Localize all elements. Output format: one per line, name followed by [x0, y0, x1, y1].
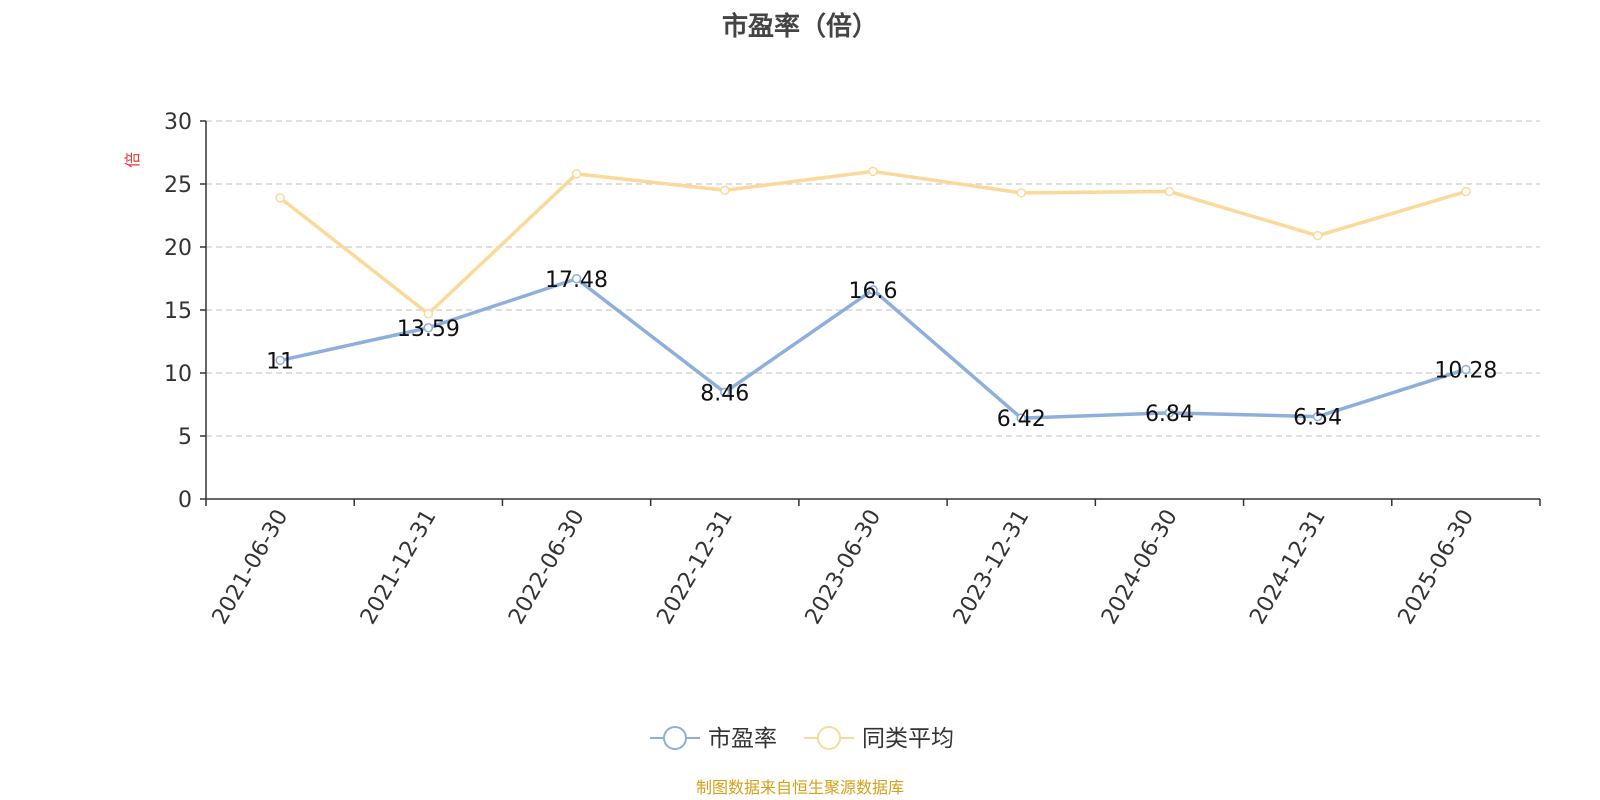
- data-label: 10.28: [1434, 358, 1497, 383]
- y-tick-label: 15: [164, 299, 192, 324]
- x-tick-label: 2023-12-31: [949, 506, 1035, 629]
- legend: 市盈率 同类平均: [650, 726, 954, 752]
- x-tick-label: 2023-06-30: [801, 506, 887, 629]
- data-label: 6.54: [1293, 406, 1342, 431]
- chart-title: 市盈率（倍）: [721, 12, 878, 42]
- data-point: [1164, 408, 1175, 418]
- data-point: [275, 355, 285, 366]
- data-point: [1461, 186, 1471, 197]
- legend-label: 同类平均: [862, 726, 954, 752]
- data-label: 11: [266, 349, 294, 374]
- data-point: [571, 274, 582, 284]
- x-tick-label: 2021-06-30: [208, 506, 294, 629]
- data-point: [423, 323, 434, 333]
- data-point: [868, 166, 878, 177]
- data-label: 6.84: [1145, 402, 1194, 427]
- legend-marker: [817, 726, 841, 750]
- axes: [200, 120, 1541, 506]
- data-point: [571, 169, 582, 179]
- data-point: [275, 193, 285, 203]
- y-axis-label: 倍: [123, 152, 142, 168]
- y-tick-label: 5: [178, 425, 192, 450]
- y-tick-label: 20: [164, 236, 192, 261]
- data-label: 13.59: [397, 317, 460, 342]
- x-tick-label: 2021-12-31: [356, 506, 442, 629]
- data-point: [720, 185, 730, 196]
- x-tick-label: 2024-12-31: [1245, 506, 1331, 629]
- data-point: [423, 309, 434, 319]
- y-tick-label: 0: [178, 488, 192, 513]
- data-point: [1016, 413, 1026, 423]
- x-tick-label: 2022-06-30: [504, 506, 590, 629]
- data-point: [1461, 364, 1471, 375]
- legend-marker: [663, 726, 687, 750]
- data-point: [1312, 411, 1323, 422]
- y-tick-label: 30: [164, 110, 192, 135]
- data-point: [1016, 188, 1026, 198]
- data-label: 16.6: [849, 279, 898, 304]
- data-point: [1312, 230, 1323, 241]
- y-tick-label: 25: [164, 173, 192, 198]
- tick-labels: 0 5 10 15 20 25 30 倍 2021-06-30 2021-12-31 2022-06…: [123, 110, 1479, 629]
- data-label: 6.42: [997, 407, 1046, 432]
- x-tick-label: 2022-12-31: [652, 506, 738, 629]
- data-label: 8.46: [700, 381, 749, 406]
- data-point: [868, 285, 878, 295]
- data-point: [1164, 186, 1175, 197]
- legend-label: 市盈率: [708, 726, 777, 752]
- y-tick-label: 10: [164, 362, 192, 387]
- x-tick-label: 2024-06-30: [1097, 506, 1183, 629]
- data-label: 17.48: [545, 268, 608, 293]
- series-lines: [275, 166, 1471, 423]
- x-tick-label: 2025-06-30: [1394, 506, 1480, 629]
- data-labels: 11 13.59 17.48 8.46 16.6 6.42 6.84 6.54 10.28: [266, 268, 1497, 432]
- source-note: 制图数据来自恒生聚源数据库: [695, 778, 904, 797]
- data-point: [720, 387, 730, 398]
